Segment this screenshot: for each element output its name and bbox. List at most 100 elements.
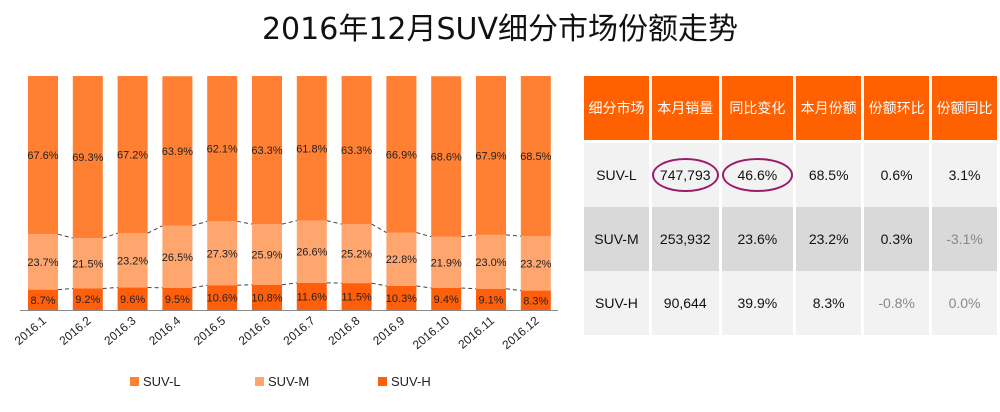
connector-line: [461, 234, 477, 238]
bar-segment-suv-h: [431, 288, 462, 310]
bar-segment-suv-l: [386, 76, 417, 233]
data-label: 67.6%: [27, 150, 58, 162]
bar-segment-suv-l: [520, 76, 551, 237]
table-cell: 23.2%: [796, 207, 862, 271]
connector-line: [147, 225, 163, 234]
table-cell: 253,932: [651, 207, 719, 271]
header-cell: 份额同比: [932, 76, 997, 143]
bar-segment-suv-m: [386, 232, 417, 286]
bar-segment-suv-h: [386, 285, 417, 310]
bar-segment-suv-m: [431, 236, 462, 289]
bar-segment-suv-h: [520, 290, 551, 310]
connector-line: [326, 220, 342, 225]
data-label: 9.4%: [434, 294, 459, 306]
bar-segment-suv-m: [28, 234, 58, 290]
data-label: 21.9%: [431, 257, 462, 269]
data-label: 25.9%: [251, 249, 282, 261]
bar-segment-suv-m: [72, 238, 103, 289]
data-label: 9.5%: [165, 294, 190, 306]
table-cell-highlighted: 46.6%: [721, 143, 794, 207]
stacked-bar-chart: 8.7% 23.7% 67.6% 2016.1 9.2% 21.5% 69.3% 2016.2…: [12, 76, 558, 352]
bar-segment-suv-l: [252, 76, 282, 225]
data-label: 63.9%: [162, 146, 193, 158]
bar-segment-suv-m: [117, 233, 148, 288]
connector-line: [192, 220, 208, 227]
x-tick-label: 2016.12: [499, 313, 541, 352]
data-label: 25.2%: [341, 249, 372, 261]
bar-segment-suv-m: [252, 224, 282, 285]
bar-segment-suv-m: [520, 236, 551, 291]
data-label: 63.3%: [341, 145, 372, 157]
table-cell: 8.3%: [796, 271, 862, 335]
bar-segment-suv-l: [431, 76, 462, 237]
bar-segment-suv-l: [341, 76, 372, 225]
data-label: 9.2%: [75, 294, 100, 306]
bar-segment-suv-l: [72, 76, 103, 239]
circled-value: 747,793: [651, 158, 719, 192]
x-tick-label: 2016.6: [236, 313, 273, 348]
x-tick-label: 2016.3: [101, 313, 138, 348]
bar-segment-suv-l: [296, 76, 327, 221]
x-tick-label: 2016.10: [410, 313, 452, 352]
data-label: 67.2%: [117, 150, 148, 162]
x-tick-label: 2016.9: [370, 313, 407, 348]
data-label: 23.2%: [117, 255, 148, 267]
suv-segment-table: 细分市场 本月销量 同比变化 本月份额 份额环比 份额同比 SUV-L 747,…: [581, 76, 1000, 335]
x-tick-label: 2016.11: [455, 313, 497, 351]
bar-segment-suv-h: [476, 288, 506, 310]
connector-line: [416, 232, 432, 238]
bar-segment-suv-m: [207, 221, 238, 286]
bar-segment-suv-l: [162, 76, 193, 226]
x-tick-label: 2016.7: [281, 313, 318, 348]
header-cell: 份额环比: [864, 76, 930, 143]
bar-segment-suv-h: [207, 285, 238, 310]
table-cell-highlighted: 747,793: [651, 143, 719, 207]
table-row: SUV-H 90,644 39.9% 8.3% -0.8% 0.0%: [584, 271, 997, 335]
table-cell: 0.6%: [864, 143, 930, 207]
x-tick-label: 2016.5: [191, 313, 228, 348]
legend-label: SUV-L: [143, 374, 181, 389]
bar-segment-suv-l: [207, 76, 238, 222]
table-cell: 90,644: [651, 271, 719, 335]
legend-label: SUV-M: [268, 374, 310, 389]
connector-line: [281, 282, 297, 286]
data-label: 10.8%: [251, 292, 282, 304]
data-label: 9.6%: [120, 294, 145, 306]
data-label: 61.8%: [296, 143, 327, 155]
table-cell: SUV-H: [584, 271, 649, 335]
header-cell: 同比变化: [721, 76, 794, 143]
connector-line: [57, 233, 73, 239]
connector-line: [192, 284, 208, 289]
table-cell: SUV-L: [584, 143, 649, 207]
data-label: 11.6%: [297, 291, 328, 303]
x-tick-label: 2016.8: [325, 313, 362, 348]
data-label: 23.7%: [27, 257, 58, 269]
connector-line: [416, 285, 432, 289]
legend-swatch: [255, 377, 264, 386]
table-cell: 23.6%: [721, 207, 794, 271]
connector-line: [102, 287, 118, 289]
table-header-row: 细分市场 本月销量 同比变化 本月份额 份额环比 份额同比: [584, 76, 997, 143]
legend-item-suv-h: SUV-H: [378, 374, 431, 389]
data-label: 23.0%: [475, 257, 506, 269]
legend-swatch: [378, 377, 387, 386]
bar-segment-suv-h: [341, 283, 372, 310]
chart-title: 2016年12月SUV细分市场份额走势: [261, 12, 739, 47]
data-label: 69.3%: [72, 152, 103, 164]
bar-segment-suv-l: [117, 76, 148, 234]
connector-line: [371, 223, 387, 233]
x-tick-label: 2016.1: [12, 313, 49, 348]
legend-item-suv-l: SUV-L: [130, 374, 181, 389]
data-label: 66.9%: [386, 149, 417, 161]
bar-segment-suv-h: [117, 287, 148, 310]
bar-segment-suv-l: [476, 76, 506, 235]
header-cell: 本月份额: [796, 76, 862, 143]
connector-line: [57, 287, 73, 291]
circled-value: 46.6%: [721, 158, 794, 192]
table-cell: -3.1%: [932, 207, 997, 271]
bar-segment-suv-l: [28, 76, 58, 235]
table-cell: SUV-M: [584, 207, 649, 271]
table-cell: 39.9%: [721, 271, 794, 335]
table-row: SUV-M 253,932 23.6% 23.2% 0.3% -3.1%: [584, 207, 997, 271]
data-label: 68.6%: [431, 151, 462, 163]
